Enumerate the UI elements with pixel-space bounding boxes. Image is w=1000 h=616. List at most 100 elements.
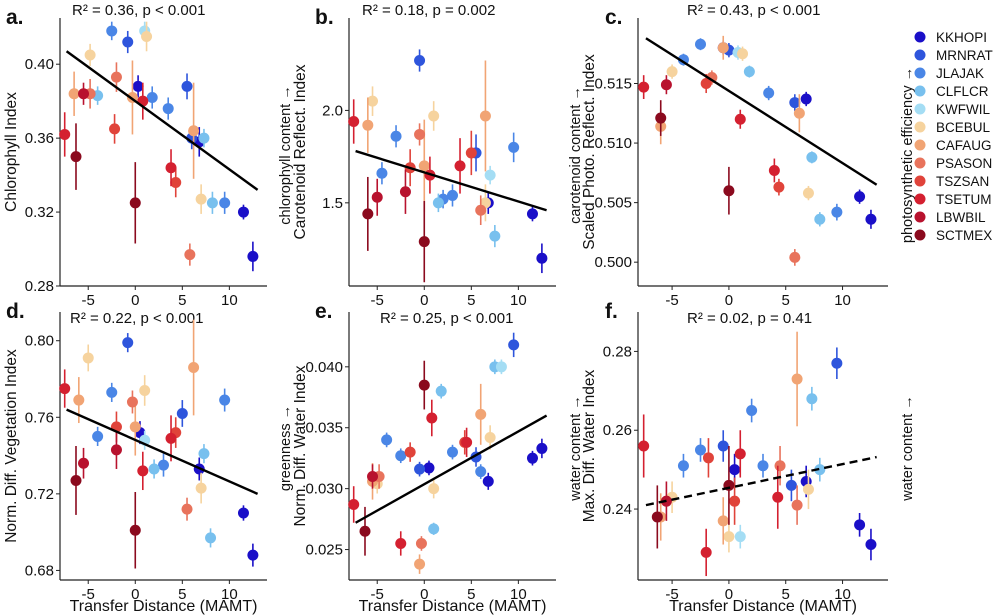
legend-marker: [914, 85, 926, 97]
x-tick-label: 10: [834, 292, 851, 309]
data-point: [831, 206, 843, 218]
legend-marker: [914, 139, 926, 151]
data-point: [484, 169, 496, 181]
legend-label: CLFLCR: [936, 84, 989, 99]
data-point: [432, 197, 444, 209]
data-point: [768, 164, 780, 176]
data-point: [92, 430, 104, 442]
trait-direction-label: water content →: [900, 395, 916, 502]
y-tick-label: 0.26: [603, 422, 632, 439]
panel-b: -5 0 5 10 1.5 2.0 Carotenoid Reflect. Index b. R…: [292, 2, 584, 309]
data-point: [129, 197, 141, 209]
data-point: [475, 466, 487, 478]
data-point: [122, 337, 134, 349]
data-point: [237, 206, 249, 218]
panel-label: f.: [605, 300, 618, 323]
x-tick-label: 0: [725, 292, 733, 309]
data-point: [418, 236, 430, 248]
x-tick-label: -5: [665, 292, 678, 309]
data-point: [508, 141, 520, 153]
x-axis-title: Transfer Distance (MAMT): [359, 598, 547, 615]
data-point: [717, 42, 729, 54]
data-point: [435, 385, 447, 397]
data-point: [495, 361, 507, 373]
data-point: [526, 208, 538, 220]
y-tick-label: 0.505: [594, 195, 632, 212]
y-tick-label: 0.040: [305, 359, 343, 376]
x-tick-label: -5: [82, 586, 95, 603]
data-point: [802, 187, 814, 199]
y-tick-label: 0.24: [603, 501, 632, 518]
data-point: [418, 379, 430, 391]
data-point: [139, 384, 151, 396]
legend-label: MRNRAT: [936, 48, 993, 63]
legend-label: CAFAUG: [936, 138, 992, 153]
trend-line: [645, 37, 878, 186]
panel-label: a.: [6, 6, 24, 29]
data-point: [423, 462, 435, 474]
trend-line: [355, 149, 547, 212]
trait-direction-label: greenness →: [278, 405, 294, 491]
y-tick-label: 0.035: [305, 420, 343, 437]
data-point: [484, 431, 496, 443]
data-point: [806, 151, 818, 163]
data-point: [181, 80, 193, 92]
data-point: [789, 251, 801, 263]
legend-label: LBWBIL: [936, 210, 986, 225]
data-point: [660, 79, 672, 91]
data-point: [198, 132, 210, 144]
data-point: [148, 463, 160, 475]
data-point: [414, 558, 426, 570]
data-point: [854, 191, 866, 203]
data-point: [746, 405, 758, 417]
x-tick-label: 10: [510, 586, 527, 603]
legend-marker: [914, 229, 926, 241]
data-point: [110, 71, 122, 83]
x-tick-label: 0: [420, 586, 428, 603]
data-point: [655, 112, 667, 124]
data-point: [475, 204, 487, 216]
x-axis-title: Transfer Distance (MAMT): [669, 598, 857, 615]
y-tick-label: 0.72: [25, 486, 54, 503]
data-point: [800, 93, 812, 105]
y-tick-label: 0.76: [25, 409, 54, 426]
data-point: [785, 479, 797, 491]
data-point: [381, 434, 393, 446]
legend-label: SCTMEX: [936, 228, 992, 243]
data-point: [729, 464, 741, 476]
data-point: [865, 539, 877, 551]
y-tick-label: 0.80: [25, 333, 54, 350]
legend-marker: [914, 31, 926, 43]
data-point: [195, 193, 207, 205]
panel-label: b.: [315, 6, 334, 29]
trend-line: [354, 414, 548, 524]
data-point: [865, 213, 877, 225]
data-point: [465, 147, 477, 159]
data-point: [428, 523, 440, 535]
y-tick-label: 0.28: [25, 278, 54, 295]
data-point: [237, 507, 249, 519]
legend-marker: [914, 175, 926, 187]
data-point: [188, 362, 200, 374]
y-tick-label: 0.515: [594, 76, 632, 93]
data-point: [390, 130, 402, 142]
legend-label: TSZSAN: [936, 174, 989, 189]
stats-label: R² = 0.22, p < 0.001: [70, 310, 203, 327]
data-point: [677, 460, 689, 472]
data-point: [414, 463, 426, 475]
data-point: [59, 383, 71, 395]
data-point: [536, 252, 548, 264]
trend-line: [65, 50, 259, 191]
data-point: [165, 162, 177, 174]
data-point: [170, 176, 182, 188]
legend-label: PSASON: [936, 156, 992, 171]
data-point: [638, 440, 650, 452]
data-point: [426, 412, 438, 424]
data-point: [461, 436, 473, 448]
data-point: [68, 88, 80, 100]
data-point: [454, 160, 466, 172]
data-point: [106, 25, 118, 37]
x-tick-label: -5: [665, 586, 678, 603]
y-tick-label: 0.32: [25, 204, 54, 221]
